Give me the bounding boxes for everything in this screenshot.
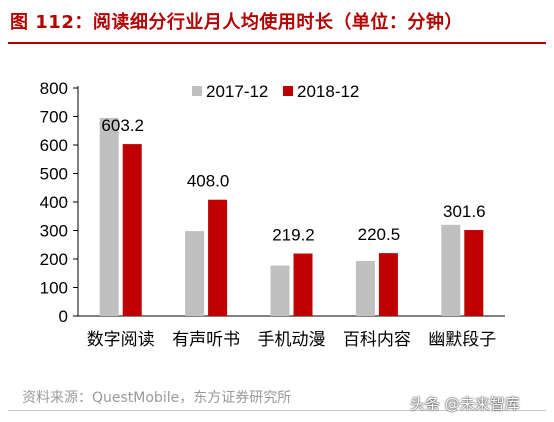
category-label: 数字阅读 (87, 330, 155, 350)
y-tick-label: 400 (40, 193, 68, 212)
category-label: 有声听书 (172, 330, 240, 350)
data-label: 220.5 (358, 225, 401, 244)
data-label: 219.2 (272, 226, 315, 245)
bar-2018 (208, 199, 228, 316)
data-label: 301.6 (443, 202, 486, 221)
legend-label: 2018-12 (297, 82, 359, 101)
legend-swatch (192, 86, 202, 96)
title-rule (8, 42, 546, 44)
data-label: 603.2 (101, 116, 144, 135)
y-tick-label: 700 (40, 108, 68, 127)
y-tick-label: 0 (59, 307, 68, 326)
legend-swatch (283, 86, 293, 96)
y-tick-label: 600 (40, 136, 68, 155)
source-note: 资料来源：QuestMobile，东方证券研究所 (22, 390, 292, 406)
bar-2018 (122, 144, 142, 316)
y-tick-label: 200 (40, 250, 68, 269)
bar-2018 (378, 253, 398, 316)
bar-chart: 0 100 200 300 400 500 600 700 800 603.2 数字阅读 408.0 有… (40, 79, 505, 350)
category-label: 百科内容 (343, 330, 411, 350)
bar-2017 (441, 224, 461, 316)
y-tick-label: 100 (40, 279, 68, 298)
y-tick-label: 300 (40, 222, 68, 241)
bar-2017 (185, 231, 205, 316)
y-tick-label: 500 (40, 165, 68, 184)
data-label: 408.0 (187, 172, 230, 191)
y-tick-label: 800 (40, 79, 68, 98)
category-label: 幽默段子 (428, 330, 496, 350)
watermark: 头条 @未来智库 (410, 395, 520, 413)
bar-2017 (355, 260, 375, 316)
bottom-rule (8, 410, 546, 411)
bar-2018 (293, 253, 313, 316)
category-label: 手机动漫 (258, 330, 326, 350)
bar-2017 (99, 117, 119, 316)
bar-2018 (464, 230, 484, 316)
legend-label: 2017-12 (206, 82, 268, 101)
bar-2017 (270, 265, 290, 316)
chart-title: 图 112：阅读细分行业月人均使用时长（单位：分钟） (10, 12, 463, 33)
